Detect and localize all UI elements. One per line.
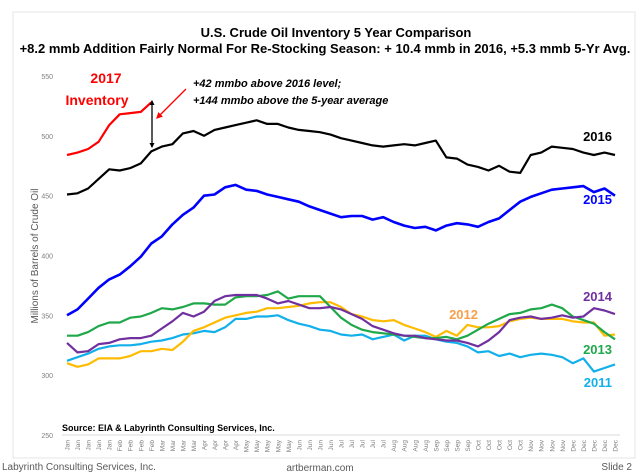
x-tick-label: May <box>254 439 261 452</box>
series-line-2014 <box>66 293 616 354</box>
x-axis-ticks: Jan Jan Jan Jan Jan Feb Feb Feb Feb Mar Mar Mar Mar A… <box>65 439 620 452</box>
series-labels: 2011 2012 2013 2014 2015 2016 <box>449 129 613 390</box>
x-tick-label: Aug <box>412 440 419 452</box>
x-tick-label: Dec <box>570 439 577 451</box>
series-line-2017 <box>66 101 153 157</box>
x-tick-label: Dec <box>591 439 598 451</box>
x-tick-label: Jan <box>96 440 103 451</box>
x-tick-label: Sep <box>444 440 451 452</box>
x-tick-label: Nov <box>560 439 567 451</box>
x-tick-label: Oct <box>518 440 525 450</box>
series-line-2013 <box>67 290 616 341</box>
x-tick-label: Mar <box>180 439 187 451</box>
x-tick-label: Feb <box>117 440 124 452</box>
series-label-2011: 2011 <box>584 375 612 390</box>
series-line-2011 <box>66 314 616 373</box>
x-tick-label: Feb <box>128 440 135 452</box>
x-tick-label: Oct <box>497 440 504 450</box>
x-tick-label: Aug <box>402 440 409 452</box>
annotation-2017-line2: Inventory <box>65 92 128 108</box>
x-tick-label: Nov <box>539 439 546 451</box>
y-tick-label: 550 <box>41 74 53 81</box>
x-tick-label: Jun <box>317 440 324 451</box>
y-tick-label: 400 <box>41 254 53 261</box>
footer-slide-number: Slide 2 <box>601 462 632 473</box>
x-tick-label: Apr <box>223 439 230 450</box>
chart-subtitle: +8.2 mmb Addition Fairly Normal For Re-S… <box>20 41 631 56</box>
x-tick-label: May <box>265 439 272 452</box>
series-label-2014: 2014 <box>583 289 613 304</box>
x-tick-label: Oct <box>476 440 483 450</box>
x-tick-label: May <box>275 439 282 452</box>
x-tick-label: Oct <box>507 440 514 450</box>
x-tick-label: Aug <box>423 440 430 452</box>
x-tick-label: Jul <box>381 439 388 448</box>
x-tick-label: Dec <box>613 439 620 451</box>
series-label-2013: 2013 <box>583 342 612 357</box>
x-tick-label: Mar <box>191 439 198 451</box>
x-tick-label: Nov <box>528 439 535 451</box>
annotation-gap-line1: +42 mmbo above 2016 level; <box>193 78 342 90</box>
y-axis-label: Millions of Barrels of Crude Oil <box>30 188 41 323</box>
x-tick-label: Jul <box>370 439 377 448</box>
x-tick-label: Mar <box>170 439 177 451</box>
x-tick-label: May <box>286 439 293 452</box>
x-tick-label: Jun <box>328 440 335 451</box>
x-tick-label: Jul <box>349 439 356 448</box>
x-tick-label: Sep <box>465 440 472 452</box>
x-tick-label: Jan <box>65 440 72 451</box>
footer-company: Labyrinth Consulting Services, Inc. <box>2 462 156 473</box>
x-tick-label: Nov <box>549 439 556 451</box>
x-tick-label: Sep <box>454 440 461 452</box>
x-tick-label: Dec <box>581 439 588 451</box>
series-label-2012: 2012 <box>449 307 478 322</box>
series-line-2012 <box>66 301 616 368</box>
red-arrow-icon <box>156 88 187 119</box>
y-tick-label: 450 <box>41 194 53 201</box>
x-tick-label: Apr <box>202 439 209 450</box>
y-tick-label: 350 <box>41 313 53 320</box>
x-tick-label: Aug <box>391 440 398 452</box>
x-tick-label: Jan <box>86 440 93 451</box>
x-tick-label: Jan <box>107 440 114 451</box>
y-tick-label: 300 <box>41 373 53 380</box>
x-tick-label: Feb <box>149 440 156 452</box>
x-tick-label: Mar <box>159 439 166 451</box>
annotation-gap-line2: +144 mmbo above the 5-year average <box>193 95 388 107</box>
x-tick-label: Jun <box>307 440 314 451</box>
x-tick-label: Jul <box>339 439 346 448</box>
x-tick-label: Jul <box>360 439 367 448</box>
footer-website: artberman.com <box>286 463 353 474</box>
x-tick-label: May <box>244 439 251 452</box>
y-axis-ticks: 250 300 350 400 450 500 550 <box>41 74 53 440</box>
chart-title: U.S. Crude Oil Inventory 5 Year Comparis… <box>201 25 472 40</box>
y-tick-label: 250 <box>41 433 53 440</box>
x-tick-label: Oct <box>486 440 493 450</box>
x-tick-label: Jun <box>296 440 303 451</box>
source-note: Source: EIA & Labyrinth Consulting Servi… <box>62 423 275 433</box>
series-label-2016: 2016 <box>583 129 612 144</box>
series-line-2016 <box>66 119 616 196</box>
annotation-2017-line1: 2017 <box>90 70 121 86</box>
x-tick-label: Dec <box>602 439 609 451</box>
series-label-2015: 2015 <box>583 192 612 207</box>
x-tick-label: Jan <box>75 440 82 451</box>
x-tick-label: Sep <box>433 440 440 452</box>
x-tick-label: Apr <box>212 439 219 450</box>
x-tick-label: Apr <box>233 439 240 450</box>
y-tick-label: 500 <box>41 134 53 141</box>
x-tick-label: Feb <box>138 440 145 452</box>
series-lines <box>66 101 616 373</box>
slide-frame <box>12 11 636 459</box>
